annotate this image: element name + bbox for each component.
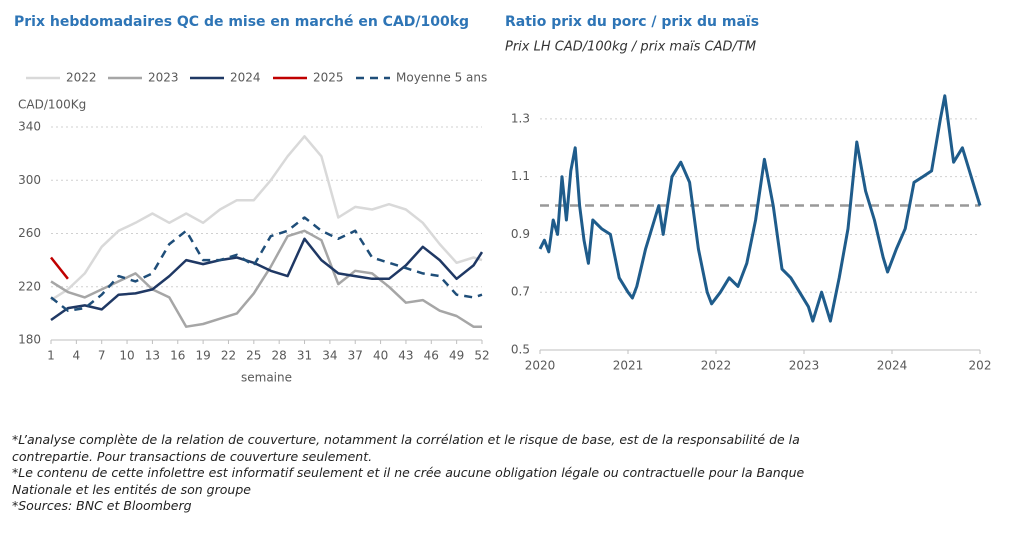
x-tick-label: 46 [424,349,439,363]
legend-label: 2024 [230,71,261,85]
y-tick-label: 1.1 [511,169,530,183]
legend-label: 2023 [148,71,179,85]
x-tick-label: 25 [246,349,261,363]
x-tick-label: 13 [145,349,160,363]
chart-title: Prix hebdomadaires QC de mise en marché … [14,14,469,30]
x-tick-label: 4 [73,349,81,363]
x-tick-label: 31 [297,349,312,363]
footnote-line: contrepartie. Pour transactions de couve… [12,448,373,464]
footnote-line: Nationale et les entités de son groupe [12,481,251,497]
data-line [50,256,69,280]
x-tick-label: 49 [449,349,464,363]
x-tick-label: 22 [221,349,236,363]
data-line [50,229,482,328]
footnote-line: *Le contenu de cette infolettre est info… [12,465,805,480]
legend-label: 2025 [313,71,344,85]
x-tick-label: 28 [272,349,287,363]
x-tick-label: 7 [98,349,106,363]
x-tick-label: 16 [170,349,185,363]
footnote-line: *Sources: BNC et Bloomberg [12,498,192,513]
legend-label: Moyenne 5 ans [396,71,487,85]
chart-subtitle: Prix LH CAD/100kg / prix maïs CAD/TM [505,40,756,55]
legend-label: 2022 [66,71,97,85]
x-tick-label: 43 [398,349,413,363]
x-tick-label: 37 [348,349,363,363]
y-tick-label: 220 [18,279,41,293]
y-axis-label: CAD/100Kg [18,98,86,112]
footnote-line: *L’analyse complète de la relation de co… [12,432,800,447]
chart-title: Ratio prix du porc / prix du maïs [505,14,759,30]
x-axis-label: semaine [241,371,292,385]
charts: Prix hebdomadaires QC de mise en marché … [14,14,992,385]
y-tick-label: 180 [18,333,41,347]
x-tick-label: 34 [322,349,337,363]
data-line [538,94,982,323]
x-tick-label: 10 [119,349,134,363]
x-tick-label: 19 [195,349,210,363]
y-tick-label: 340 [18,120,41,134]
x-tick-label: 2022 [701,359,732,373]
y-tick-label: 1.3 [511,111,530,125]
y-tick-label: 0.9 [511,227,530,241]
x-tick-label: 1 [47,349,55,363]
x-tick-label: 2020 [525,359,556,373]
footnotes: *L’analyse complète de la relation de co… [12,432,804,515]
x-tick-label: 40 [373,349,388,363]
data-line [50,237,484,322]
y-tick-label: 0.7 [511,285,530,299]
y-tick-label: 300 [18,173,41,187]
x-tick-label: 2023 [789,359,820,373]
x-tick-label: 2021 [613,359,644,373]
y-tick-label: 0.5 [511,343,530,357]
x-tick-label: 202 [969,359,992,373]
x-tick-label: 2024 [877,359,908,373]
data-line [50,135,483,302]
y-tick-label: 260 [18,226,41,240]
data-line [50,216,483,312]
x-tick-label: 52 [474,349,489,363]
